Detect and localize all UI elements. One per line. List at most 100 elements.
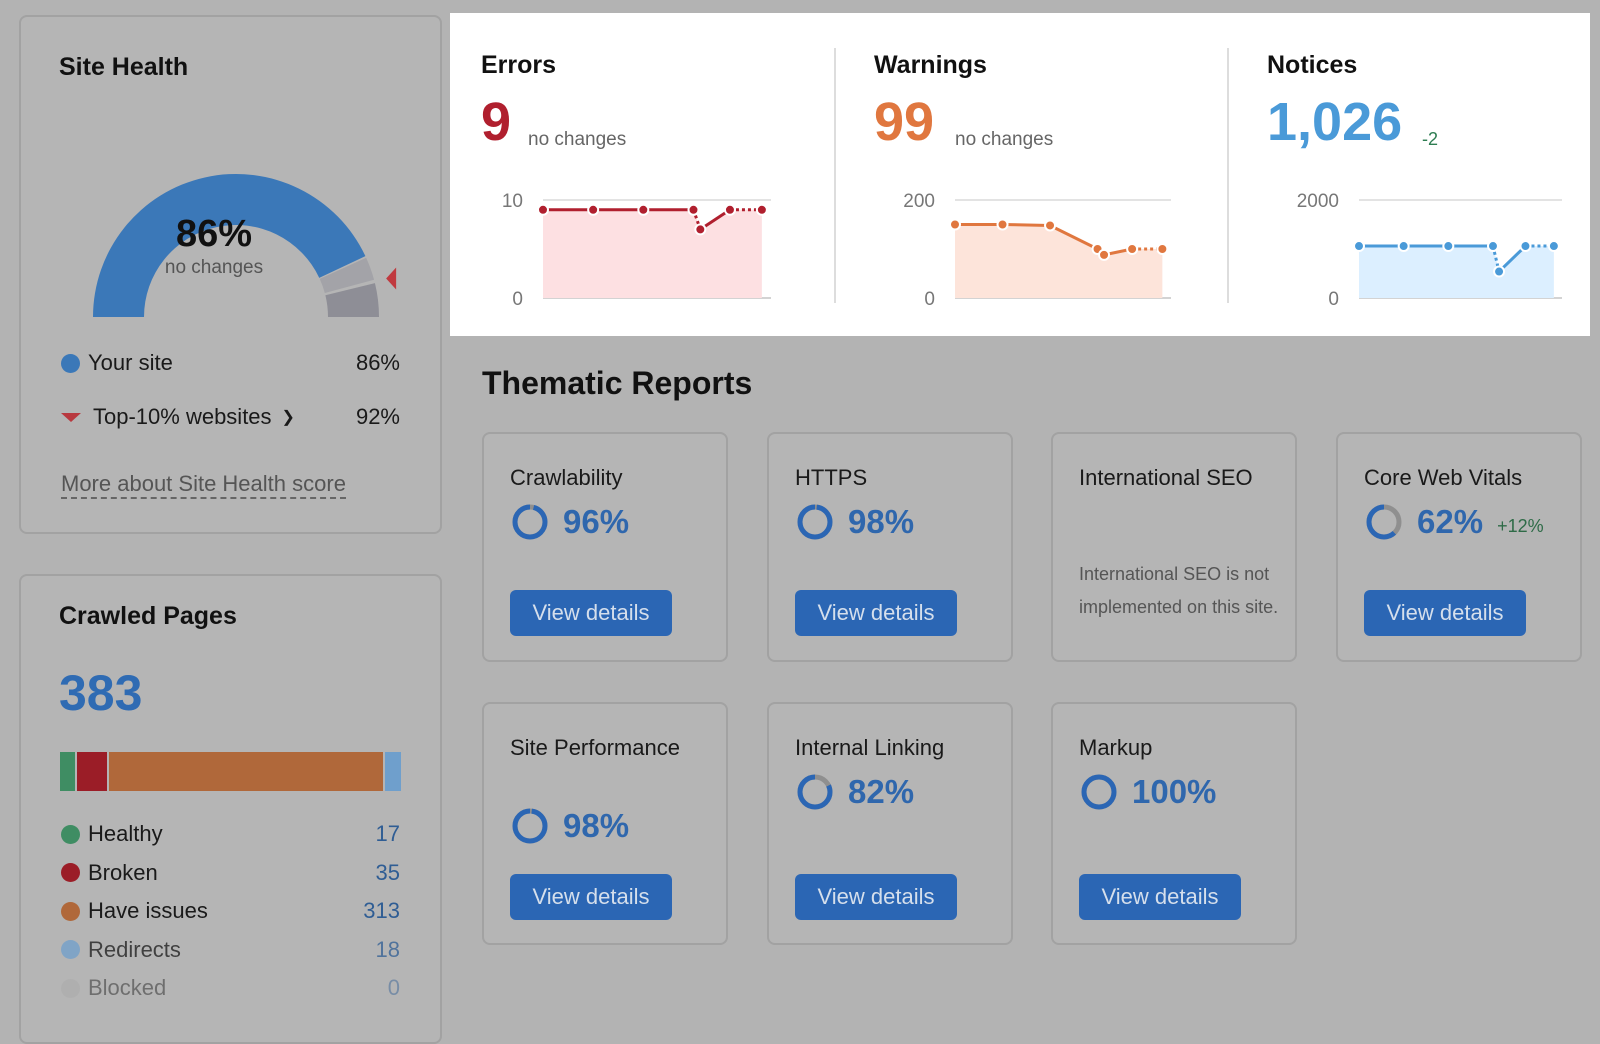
site-health-card: Site Health 86% no changes Your site 86%… <box>19 15 442 534</box>
issue-count[interactable]: 99 <box>874 92 935 152</box>
status-dot-icon <box>61 901 80 921</box>
crawled-pages-row[interactable]: Redirects 18 <box>61 937 400 963</box>
report-score: 98% <box>510 806 629 846</box>
row-count[interactable]: 17 <box>375 821 400 846</box>
y-tick-label: 200 <box>903 191 935 212</box>
issue-column-notices[interactable]: Notices 1,026 -2 2000 0 <box>1267 13 1597 336</box>
data-point[interactable] <box>1397 240 1410 253</box>
data-point[interactable] <box>1442 240 1455 253</box>
issues-panel: Errors 9 no changes 10 0 Warnings 99 no changes… <box>450 13 1590 336</box>
row-count[interactable]: 18 <box>375 936 400 962</box>
crawled-pages-bar <box>60 752 401 791</box>
data-point[interactable] <box>1486 240 1499 253</box>
row-label: Healthy <box>88 821 163 846</box>
series-line-segment <box>1491 245 1501 272</box>
triangle-down-icon <box>61 412 81 422</box>
crawled-pages-row[interactable]: Healthy 17 <box>61 821 400 847</box>
view-details-button[interactable]: View details <box>795 874 957 920</box>
issue-count[interactable]: 1,026 <box>1267 92 1403 152</box>
report-name: HTTPS <box>795 465 868 490</box>
report-name: Core Web Vitals <box>1364 465 1523 490</box>
issue-title: Errors <box>481 51 557 79</box>
report-name: Markup <box>1079 735 1153 760</box>
issue-count[interactable]: 9 <box>481 92 512 152</box>
thematic-reports-title: Thematic Reports <box>482 365 753 401</box>
bar-segment-broken <box>76 752 108 791</box>
report-card-markup: Markup 100% View details <box>1051 702 1297 945</box>
crawled-pages-row[interactable]: Blocked 0 <box>61 975 400 1001</box>
data-point[interactable] <box>587 203 600 216</box>
view-details-button[interactable]: View details <box>510 590 672 636</box>
row-count[interactable]: 0 <box>387 975 400 1000</box>
row-count[interactable]: 313 <box>363 898 400 923</box>
report-description: International SEO is not implemented on … <box>1079 564 1279 617</box>
issue-title: Notices <box>1267 51 1358 79</box>
series-line-segment <box>1498 244 1527 273</box>
chevron-down-icon[interactable]: ❯ <box>281 409 295 426</box>
y-tick-label: 2000 <box>1297 191 1339 212</box>
data-point[interactable] <box>949 218 961 231</box>
divider <box>1227 48 1229 303</box>
report-card-crawlability: Crawlability 96% View details <box>482 432 728 662</box>
site-health-value: 86% <box>175 213 253 255</box>
report-percent: 100% <box>1132 773 1217 810</box>
row-label: Redirects <box>88 936 181 962</box>
bar-segment-have-issues <box>109 752 384 791</box>
data-point[interactable] <box>637 203 650 216</box>
data-point[interactable] <box>1126 243 1139 255</box>
issue-title: Warnings <box>874 51 987 79</box>
progress-ring-icon <box>512 504 548 540</box>
report-name: International SEO <box>1079 465 1253 490</box>
series-line-segment <box>1049 224 1099 251</box>
view-details-button[interactable]: View details <box>510 874 672 920</box>
data-point[interactable] <box>1493 265 1506 278</box>
legend-top-10[interactable]: Top-10% websites ❯ 92% <box>61 404 400 430</box>
report-card-site-performance: Site Performance 98% View details <box>482 702 728 945</box>
site-health-title: Site Health <box>59 53 189 81</box>
legend-value: 86% <box>355 350 400 375</box>
report-name: Internal Linking <box>795 735 945 760</box>
issue-column-errors[interactable]: Errors 9 no changes 10 0 <box>481 13 811 336</box>
row-label: Have issues <box>88 898 208 923</box>
data-point[interactable] <box>687 203 700 216</box>
site-health-more-link[interactable]: More about Site Health score <box>61 471 346 499</box>
report-score: 100% <box>1079 772 1216 812</box>
area-fill <box>1359 246 1554 298</box>
report-card-https: HTTPS 98% View details <box>767 432 1013 662</box>
data-point[interactable] <box>694 223 707 236</box>
issue-sparkline: 10 0 <box>502 191 771 310</box>
data-point[interactable] <box>1098 248 1111 261</box>
row-count[interactable]: 35 <box>375 859 400 885</box>
benchmark-marker-icon <box>386 267 397 290</box>
progress-ring-icon <box>512 808 548 844</box>
report-card-internal-linking: Internal Linking 82% View details <box>767 702 1013 945</box>
data-point[interactable] <box>1044 219 1057 232</box>
progress-ring-icon <box>1081 774 1117 810</box>
status-dot-icon <box>61 940 80 959</box>
report-percent: 98% <box>563 807 630 844</box>
data-point[interactable] <box>996 218 1009 231</box>
data-point[interactable] <box>1353 240 1365 253</box>
data-point[interactable] <box>537 203 549 216</box>
data-point[interactable] <box>1519 240 1532 253</box>
divider <box>834 48 836 303</box>
status-dot-icon <box>61 978 80 998</box>
row-label: Blocked <box>88 975 167 1000</box>
row-label: Broken <box>88 859 158 885</box>
report-card-core-web-vitals: Core Web Vitals 62% +12% View details <box>1336 432 1582 662</box>
view-details-button[interactable]: View details <box>795 590 957 636</box>
data-point[interactable] <box>1547 240 1560 253</box>
crawled-pages-row[interactable]: Broken 35 <box>61 860 400 886</box>
report-percent: 82% <box>848 773 915 810</box>
view-details-button[interactable]: View details <box>1364 590 1526 636</box>
data-point[interactable] <box>723 203 736 216</box>
y-tick-label: 0 <box>1328 289 1339 310</box>
view-details-button[interactable]: View details <box>1079 874 1241 920</box>
issue-column-warnings[interactable]: Warnings 99 no changes 200 0 <box>874 13 1204 336</box>
gauge-value-arc <box>93 173 366 317</box>
crawled-pages-title: Crawled Pages <box>59 602 237 630</box>
bar-segment-healthy <box>60 752 75 791</box>
crawled-pages-row[interactable]: Have issues 313 <box>61 898 400 924</box>
data-point[interactable] <box>1156 243 1169 255</box>
data-point[interactable] <box>755 203 768 216</box>
